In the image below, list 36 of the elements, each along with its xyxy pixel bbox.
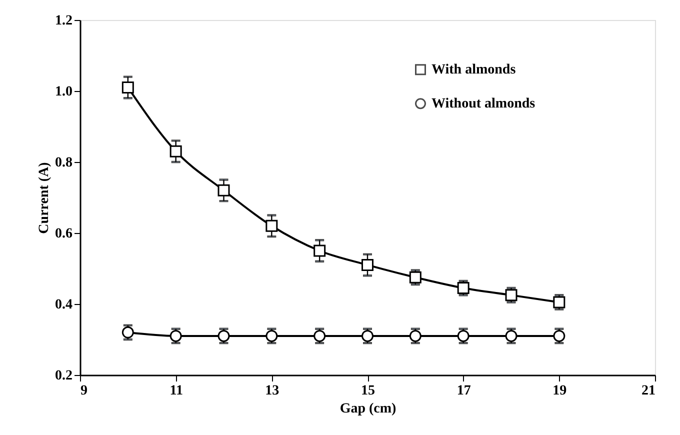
x-axis-title: Gap (cm) xyxy=(340,402,397,416)
point xyxy=(314,330,326,342)
point xyxy=(122,81,134,94)
point xyxy=(409,330,422,342)
y-tick-label: 0.8 xyxy=(55,156,72,170)
point xyxy=(170,330,182,342)
x-tick-label: 13 xyxy=(265,384,280,398)
point xyxy=(409,271,422,284)
point xyxy=(457,282,470,294)
x-tick-label: 21 xyxy=(642,384,656,398)
x-tick-label: 17 xyxy=(456,384,471,398)
x-tick-label: 15 xyxy=(361,384,375,398)
point xyxy=(314,244,326,257)
point xyxy=(362,330,374,342)
x-tick-label: 19 xyxy=(552,384,567,398)
legend-label: With almonds xyxy=(432,62,516,78)
point xyxy=(553,330,566,342)
y-tick-label: 1.2 xyxy=(55,14,72,28)
point xyxy=(362,258,374,271)
y-axis-title: Current (A) xyxy=(37,162,52,234)
point xyxy=(218,184,230,196)
x-tick-label: 9 xyxy=(80,384,88,398)
point xyxy=(457,330,470,342)
point xyxy=(218,330,230,342)
y-tick-label: 0.4 xyxy=(55,298,72,312)
point xyxy=(122,326,134,338)
y-tick-label: 0.6 xyxy=(55,226,72,242)
legend-label: Without almonds xyxy=(432,96,536,112)
point xyxy=(505,289,518,302)
point xyxy=(170,145,182,158)
x-tick-label: 11 xyxy=(170,384,183,398)
point xyxy=(266,330,278,342)
point xyxy=(266,220,278,232)
point xyxy=(505,330,518,342)
y-tick-label: 0.2 xyxy=(55,368,72,384)
y-tick-label: 1.0 xyxy=(55,84,72,100)
